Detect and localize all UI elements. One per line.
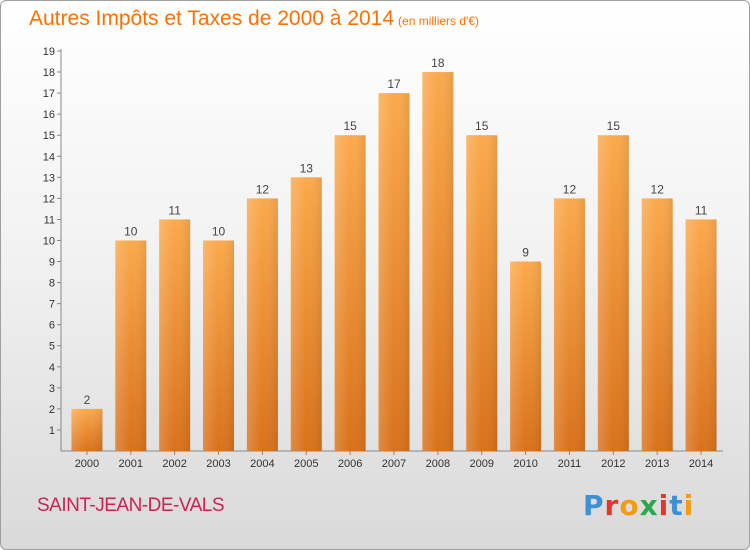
x-tick-label: 2001 — [119, 458, 143, 470]
data-label: 11 — [695, 203, 708, 217]
x-tick-label: 2010 — [513, 458, 537, 470]
y-tick-label: 6 — [49, 320, 55, 332]
chart-title: Autres Impôts et Taxes de 2000 à 2014 (en… — [29, 7, 479, 31]
y-tick-label: 4 — [49, 362, 55, 374]
x-tick-label: 2007 — [382, 458, 406, 470]
logo-letter: i — [683, 489, 695, 522]
bar-shine — [378, 93, 410, 452]
bar-shine — [71, 408, 103, 451]
y-tick-label: 1 — [49, 425, 55, 437]
y-tick-label: 7 — [49, 299, 55, 311]
chart-subtitle: (en milliers d'€) — [398, 14, 480, 28]
bar-shine — [553, 198, 585, 451]
data-label: 10 — [124, 224, 138, 238]
y-tick-label: 10 — [43, 235, 55, 247]
data-label: 11 — [168, 203, 181, 217]
bars — [71, 72, 717, 452]
data-label: 9 — [522, 246, 529, 260]
x-tick-label: 2002 — [162, 458, 186, 470]
bar-shine — [466, 135, 498, 452]
y-tick-label: 5 — [49, 341, 55, 353]
y-tick-label: 9 — [49, 257, 55, 269]
data-label: 12 — [563, 182, 577, 196]
chart-title-text: Autres Impôts et Taxes de 2000 à 2014 — [29, 7, 395, 30]
x-tick-label: 2008 — [426, 458, 450, 470]
y-tick-label: 16 — [43, 109, 55, 121]
logo-letter: i — [658, 489, 670, 522]
bar-shine — [597, 135, 629, 452]
bar-shine — [115, 240, 147, 451]
x-tick-label: 2000 — [75, 458, 99, 470]
x-tick-label: 2006 — [338, 458, 362, 470]
y-tick-label: 18 — [43, 67, 55, 79]
data-label: 17 — [387, 77, 401, 91]
bar-shine — [510, 261, 542, 451]
x-tick-label: 2003 — [206, 458, 230, 470]
data-label: 15 — [607, 119, 621, 133]
logo-letter: P — [583, 489, 605, 522]
proxiti-logo[interactable]: Proxiti — [583, 489, 694, 522]
logo-letter: o — [619, 489, 640, 522]
y-tick-label: 19 — [43, 46, 55, 58]
data-label: 15 — [475, 119, 489, 133]
bar-shine — [685, 219, 717, 451]
bar-shine — [159, 219, 191, 451]
y-tick-label: 2 — [49, 404, 55, 416]
bar-shine — [422, 72, 454, 451]
x-tick-label: 2013 — [645, 458, 669, 470]
logo-letter: x — [639, 489, 659, 522]
bar-shine — [641, 198, 673, 451]
y-tick-label: 17 — [43, 88, 55, 100]
y-tick-label: 15 — [43, 130, 55, 142]
commune-name: SAINT-JEAN-DE-VALS — [37, 495, 225, 516]
data-label: 15 — [343, 119, 357, 133]
bar-shine — [246, 198, 278, 451]
y-tick-label: 11 — [44, 214, 55, 226]
data-label: 2 — [84, 393, 91, 407]
logo-letter: r — [604, 489, 620, 522]
y-tick-label: 14 — [43, 151, 55, 163]
y-tick-label: 3 — [49, 383, 55, 395]
x-tick-label: 2004 — [250, 458, 274, 470]
logo-letter: t — [669, 489, 684, 522]
data-label: 18 — [431, 56, 445, 70]
bar-shine — [290, 177, 322, 451]
labels: 1234567891011121314151617181922000102001… — [43, 46, 714, 470]
data-label: 12 — [651, 182, 665, 196]
x-tick-label: 2014 — [689, 458, 713, 470]
y-tick-label: 13 — [43, 172, 55, 184]
x-tick-label: 2011 — [558, 458, 582, 470]
y-tick-label: 12 — [43, 193, 55, 205]
data-label: 12 — [256, 182, 270, 196]
bar-shine — [334, 135, 366, 452]
y-tick-label: 8 — [49, 278, 55, 290]
data-label: 10 — [212, 224, 226, 238]
data-label: 13 — [300, 161, 314, 175]
bar-shine — [203, 240, 235, 451]
x-tick-label: 2009 — [469, 458, 493, 470]
x-tick-label: 2005 — [294, 458, 318, 470]
x-tick-label: 2012 — [601, 458, 625, 470]
